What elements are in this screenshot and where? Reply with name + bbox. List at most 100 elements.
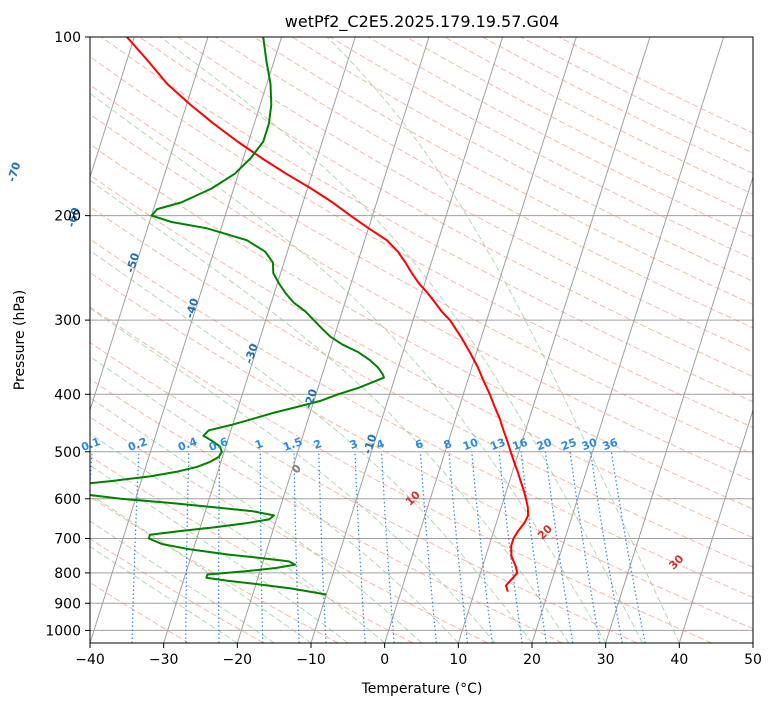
isotherm-line bbox=[531, 37, 725, 643]
mixing-ratio-label: 6 bbox=[413, 437, 425, 452]
dewpoint-profile-line bbox=[90, 37, 385, 596]
isotherm-line bbox=[90, 37, 283, 643]
plot-frame bbox=[89, 36, 754, 644]
dry-adiabat-label: 0 bbox=[289, 462, 304, 477]
dry-adiabat-line bbox=[90, 55, 753, 429]
x-tick-label: 50 bbox=[744, 652, 762, 668]
mixing-ratio-label: 0.2 bbox=[126, 435, 149, 454]
mixing-ratio-label: 3 bbox=[348, 437, 360, 452]
mixing-ratio-line bbox=[381, 451, 395, 643]
isotherm-line bbox=[752, 641, 753, 643]
isotherm-line bbox=[678, 408, 753, 643]
moist-adiabat-line bbox=[90, 179, 570, 643]
mixing-ratio-label: 10 bbox=[461, 436, 480, 454]
x-tick-label: 40 bbox=[670, 652, 688, 668]
isotherm-line bbox=[90, 37, 209, 412]
mixing-ratio-label: 30 bbox=[580, 436, 599, 454]
isotherm-label: -20 bbox=[302, 387, 320, 410]
mixing-ratio-line bbox=[218, 451, 221, 643]
y-tick-label: 500 bbox=[54, 445, 81, 461]
x-tick-label: −40 bbox=[75, 652, 105, 668]
mixing-ratio-label: 2 bbox=[312, 437, 324, 452]
mixing-ratio-line bbox=[610, 451, 646, 643]
moist-adiabat-line bbox=[160, 37, 643, 643]
dry-adiabat-line bbox=[367, 37, 753, 238]
y-tick-label: 200 bbox=[54, 209, 81, 225]
moist-adiabat-line bbox=[90, 546, 238, 643]
mixing-ratio-line bbox=[448, 451, 469, 643]
mixing-ratio-line bbox=[520, 451, 547, 643]
isotherm-label: -10 bbox=[361, 432, 379, 455]
mixing-ratio-line bbox=[293, 451, 300, 643]
dry-adiabat-label: 10 bbox=[403, 488, 423, 508]
mixing-ratio-label: 1.5 bbox=[281, 435, 304, 454]
temperature-profile-line bbox=[126, 37, 530, 592]
moist-adiabat-line bbox=[90, 432, 386, 643]
dry-adiabat-line bbox=[90, 238, 753, 599]
dry-adiabat-line bbox=[90, 538, 264, 643]
dry-adiabat-line bbox=[90, 143, 753, 510]
dry-adiabat-line bbox=[482, 37, 753, 174]
isotherm-label: -50 bbox=[124, 251, 142, 274]
mixing-ratio-label: 4 bbox=[375, 437, 387, 452]
mixing-ratio-label: 8 bbox=[442, 437, 454, 452]
dry-adiabat-label: 20 bbox=[535, 522, 555, 542]
dry-adiabat-line bbox=[253, 37, 753, 305]
isotherm-line bbox=[310, 37, 504, 643]
isotherm-line bbox=[236, 37, 430, 643]
moist-adiabat-line bbox=[90, 250, 533, 643]
x-tick-label: 30 bbox=[597, 652, 615, 668]
mixing-ratio-label: 0.1 bbox=[79, 435, 102, 454]
moist-adiabat-line bbox=[90, 464, 349, 643]
isotherm-line bbox=[0, 37, 61, 643]
mixing-ratio-line bbox=[419, 451, 437, 643]
x-tick-label: −10 bbox=[296, 652, 326, 668]
mixing-ratio-line bbox=[185, 451, 190, 643]
dry-adiabat-line bbox=[558, 37, 753, 134]
mixing-ratio-label: 36 bbox=[601, 436, 620, 454]
moist-adiabat-line bbox=[326, 37, 680, 643]
mixing-ratio-label: 0.6 bbox=[207, 435, 230, 454]
x-tick-label: 0 bbox=[380, 652, 389, 668]
dry-adiabat-line bbox=[90, 306, 712, 643]
dry-adiabat-line bbox=[444, 37, 753, 195]
dry-adiabat-line bbox=[90, 206, 753, 568]
dry-adiabat-line bbox=[90, 113, 753, 482]
dry-adiabat-label: 30 bbox=[666, 552, 686, 572]
dry-adiabat-line bbox=[291, 37, 753, 282]
mixing-ratio-line bbox=[471, 451, 493, 643]
mixing-ratio-label: 16 bbox=[511, 436, 530, 454]
isotherm-line bbox=[163, 37, 356, 643]
mixing-ratio-label: 13 bbox=[488, 436, 507, 453]
dry-adiabat-line bbox=[139, 37, 753, 378]
dry-adiabat-line bbox=[90, 416, 488, 643]
dry-adiabat-line bbox=[215, 37, 753, 329]
y-axis: 100 200 300 400 500 600 700 800 900 1000 bbox=[45, 30, 90, 639]
x-tick-label: −30 bbox=[149, 652, 179, 668]
y-tick-label: 100 bbox=[54, 30, 81, 46]
x-axis: −40 −30 −20 −10 0 10 20 30 40 50 bbox=[75, 643, 762, 668]
mixing-ratio-line bbox=[354, 451, 366, 643]
mixing-ratio-line bbox=[131, 451, 140, 643]
moist-adiabat-line bbox=[90, 397, 422, 643]
y-axis-label: Pressure (hPa) bbox=[12, 290, 28, 390]
x-tick-label: 20 bbox=[523, 652, 541, 668]
dry-adiabat-line bbox=[90, 496, 339, 643]
x-axis-label: Temperature (°C) bbox=[361, 681, 483, 697]
mixing-ratio-label: 25 bbox=[559, 436, 578, 453]
dry-adiabat-line bbox=[520, 37, 753, 154]
y-tick-label: 400 bbox=[54, 387, 81, 403]
background-lines bbox=[0, 37, 753, 643]
dry-adiabat-line bbox=[90, 341, 638, 643]
y-tick-label: 900 bbox=[54, 596, 81, 612]
mixing-ratio-line bbox=[259, 451, 264, 643]
y-tick-label: 800 bbox=[54, 566, 81, 582]
dry-adiabat-line bbox=[90, 581, 190, 643]
isotherm-line bbox=[384, 37, 577, 643]
mixing-ratio-label: 20 bbox=[535, 436, 554, 454]
series-layer bbox=[90, 37, 530, 596]
moist-adiabat-line bbox=[90, 307, 496, 643]
y-tick-label: 600 bbox=[54, 492, 81, 508]
isotherm-label: -60 bbox=[64, 206, 82, 229]
